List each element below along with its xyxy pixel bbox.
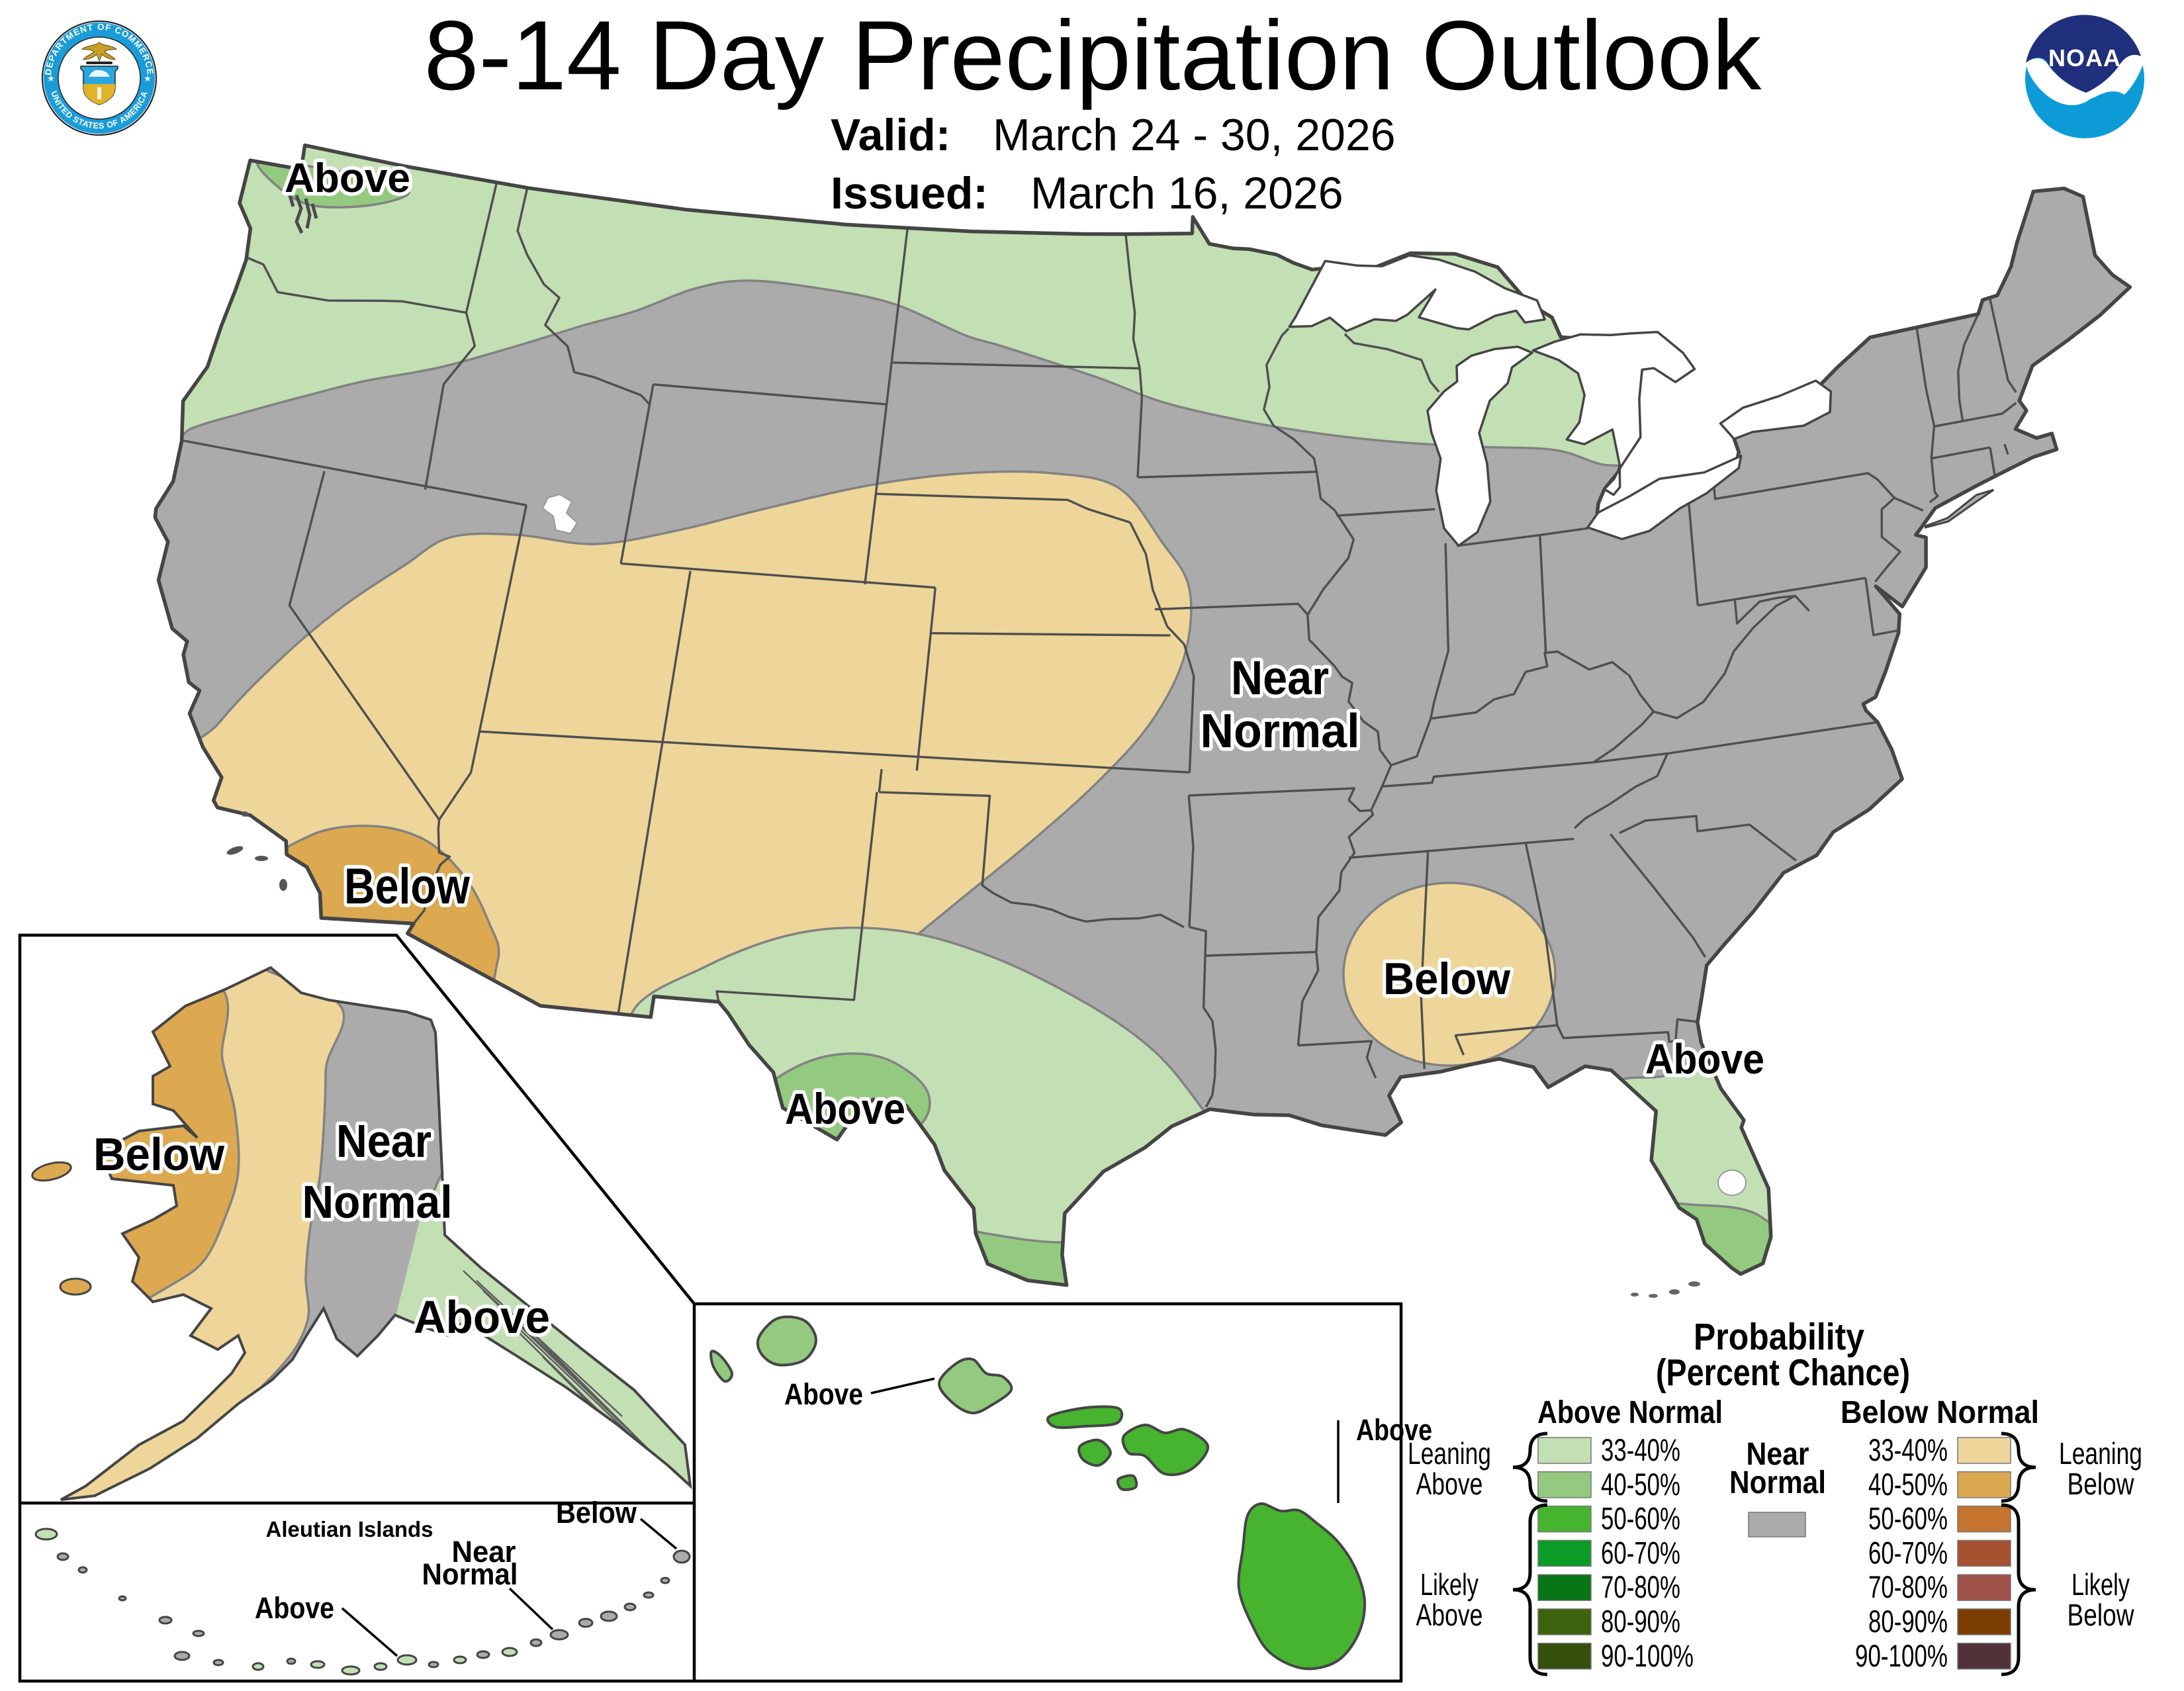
svg-text:Below: Below <box>344 858 471 915</box>
svg-text:Above: Above <box>414 1291 550 1343</box>
svg-text:Normal: Normal <box>302 1176 453 1228</box>
svg-text:Above: Above <box>784 1377 863 1411</box>
svg-text:★: ★ <box>47 73 55 83</box>
svg-text:33-40%: 33-40% <box>1601 1432 1680 1467</box>
svg-text:Above: Above <box>785 1084 905 1133</box>
svg-text:50-60%: 50-60% <box>1868 1501 1948 1536</box>
svg-text:Above: Above <box>1416 1467 1483 1501</box>
svg-text:Above: Above <box>1416 1598 1483 1632</box>
svg-text:Normal: Normal <box>1729 1465 1826 1500</box>
svg-text:Near: Near <box>1747 1437 1809 1472</box>
svg-text:70-80%: 70-80% <box>1868 1569 1948 1604</box>
svg-text:Probability: Probability <box>1694 1316 1864 1358</box>
svg-text:70-80%: 70-80% <box>1601 1569 1680 1604</box>
svg-text:60-70%: 60-70% <box>1601 1535 1680 1570</box>
svg-text:80-90%: 80-90% <box>1868 1604 1948 1639</box>
svg-text:90-100%: 90-100% <box>1855 1638 1948 1673</box>
svg-text:Above: Above <box>1645 1035 1764 1083</box>
svg-text:8-14 Day Precipitation Outlook: 8-14 Day Precipitation Outlook <box>424 0 1762 111</box>
svg-text:40-50%: 40-50% <box>1601 1467 1680 1502</box>
svg-text:NOAA: NOAA <box>2048 44 2121 71</box>
svg-text:80-90%: 80-90% <box>1601 1604 1680 1639</box>
svg-text:Below: Below <box>1383 954 1511 1004</box>
svg-text:50-60%: 50-60% <box>1601 1501 1680 1536</box>
svg-text:Leaning: Leaning <box>2059 1436 2142 1471</box>
svg-text:Above: Above <box>1356 1413 1432 1447</box>
svg-text:★: ★ <box>144 73 152 83</box>
svg-text:Above: Above <box>285 156 410 201</box>
svg-text:March 24 - 30, 2026: March 24 - 30, 2026 <box>993 110 1396 160</box>
svg-text:March 16, 2026: March 16, 2026 <box>1030 168 1343 218</box>
svg-text:Leaning: Leaning <box>1408 1436 1491 1471</box>
svg-text:Valid:: Valid: <box>831 110 950 160</box>
svg-text:Near: Near <box>336 1115 432 1167</box>
svg-text:Near: Near <box>452 1535 516 1569</box>
svg-text:Normal: Normal <box>422 1557 518 1591</box>
svg-text:Normal: Normal <box>1201 705 1360 758</box>
svg-text:Likely: Likely <box>1420 1567 1479 1602</box>
svg-text:Below: Below <box>93 1128 225 1180</box>
svg-text:Below: Below <box>2068 1467 2135 1501</box>
svg-text:Issued:: Issued: <box>831 168 988 218</box>
svg-text:33-40%: 33-40% <box>1868 1432 1948 1467</box>
svg-text:Below: Below <box>556 1496 637 1530</box>
svg-text:Near: Near <box>1231 652 1329 705</box>
svg-text:Above: Above <box>255 1591 334 1625</box>
svg-text:Below: Below <box>2068 1598 2135 1632</box>
svg-text:60-70%: 60-70% <box>1868 1535 1948 1570</box>
svg-text:40-50%: 40-50% <box>1868 1467 1948 1502</box>
svg-text:Below Normal: Below Normal <box>1841 1395 2039 1430</box>
svg-text:90-100%: 90-100% <box>1601 1638 1694 1673</box>
svg-text:Likely: Likely <box>2071 1567 2130 1602</box>
svg-text:(Percent Chance): (Percent Chance) <box>1656 1351 1910 1394</box>
svg-text:Aleutian Islands: Aleutian Islands <box>266 1517 433 1541</box>
svg-text:Above Normal: Above Normal <box>1537 1395 1723 1430</box>
